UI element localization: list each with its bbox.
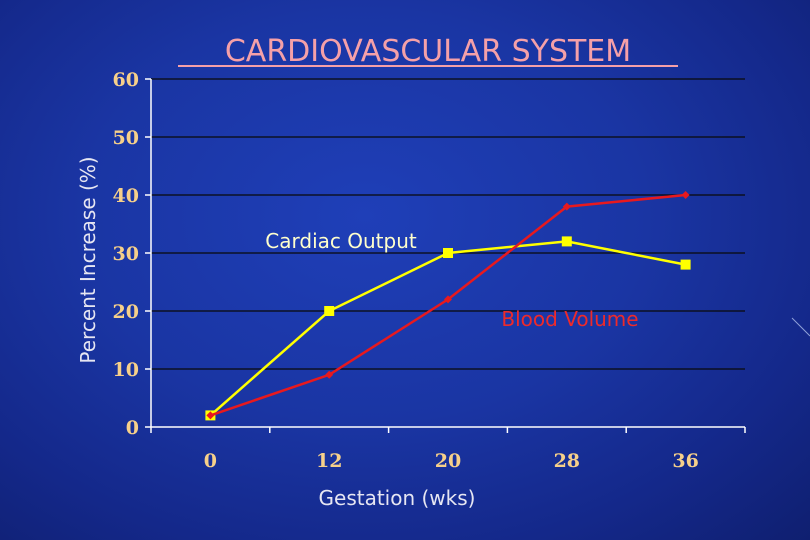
data-point: [325, 370, 334, 379]
series-label: Cardiac Output: [265, 229, 417, 253]
series-label: Blood Volume: [501, 307, 638, 331]
y-axis-title: Percent Increase (%): [76, 156, 100, 363]
data-point: [561, 236, 572, 247]
data-point: [324, 306, 335, 316]
x-tick-label: 28: [554, 450, 580, 472]
series-layer: [205, 191, 691, 421]
y-tick-label: 30: [113, 243, 139, 265]
grid-layer: [151, 78, 745, 370]
decorative-stroke: [791, 317, 810, 337]
x-tick-label: 12: [316, 450, 342, 472]
y-tick-label: 20: [113, 301, 139, 323]
data-point: [562, 202, 571, 211]
y-tick-label: 40: [113, 185, 139, 207]
chart-title: CARDIOVASCULAR SYSTEM: [225, 34, 631, 69]
x-axis-title: Gestation (wks): [319, 486, 476, 510]
y-tick-label: 60: [113, 69, 139, 91]
y-tick-label: 50: [113, 127, 139, 149]
data-point: [444, 295, 452, 304]
x-tick-label: 36: [672, 450, 698, 472]
y-tick-label: 0: [126, 417, 139, 439]
y-tick-label: 10: [113, 359, 139, 381]
x-tick-label: 20: [435, 450, 461, 472]
x-tick-label: 0: [204, 450, 217, 472]
data-point: [206, 411, 215, 420]
data-point: [443, 248, 453, 258]
data-point: [681, 191, 690, 199]
label-layer: 0 10 20 30 40 50 60 0 12 20 28 36 Cardiac Output Bloo…: [113, 69, 699, 472]
axis-layer: [145, 78, 746, 433]
data-point: [680, 259, 691, 270]
